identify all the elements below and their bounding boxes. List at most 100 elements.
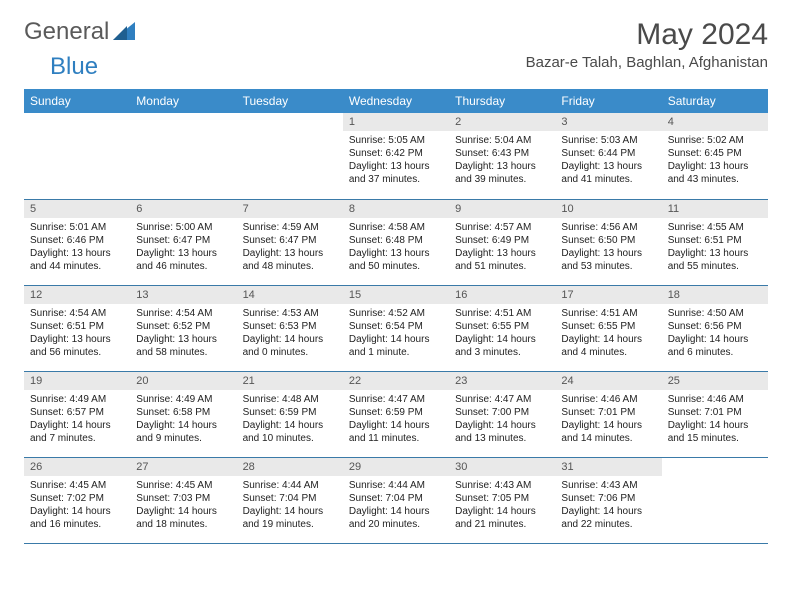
day-line: Daylight: 13 hours (561, 247, 655, 260)
day-line: Sunset: 6:54 PM (349, 320, 443, 333)
day-number: 11 (662, 200, 768, 218)
day-number: 2 (449, 113, 555, 131)
day-line: Sunset: 6:48 PM (349, 234, 443, 247)
day-number: 5 (24, 200, 130, 218)
day-line: Sunrise: 5:00 AM (136, 221, 230, 234)
day-line: Sunrise: 4:54 AM (136, 307, 230, 320)
calendar-cell (130, 113, 236, 199)
calendar-body: 1Sunrise: 5:05 AMSunset: 6:42 PMDaylight… (24, 113, 768, 543)
day-content: Sunrise: 4:45 AMSunset: 7:03 PMDaylight:… (130, 476, 236, 535)
day-line: Daylight: 14 hours (30, 505, 124, 518)
day-number: 4 (662, 113, 768, 131)
day-line: and 41 minutes. (561, 173, 655, 186)
day-line: Daylight: 14 hours (349, 333, 443, 346)
day-content: Sunrise: 4:54 AMSunset: 6:51 PMDaylight:… (24, 304, 130, 363)
day-line: Daylight: 13 hours (349, 247, 443, 260)
day-line: and 16 minutes. (30, 518, 124, 531)
day-line: and 48 minutes. (243, 260, 337, 273)
day-line: Sunset: 6:45 PM (668, 147, 762, 160)
day-content: Sunrise: 5:02 AMSunset: 6:45 PMDaylight:… (662, 131, 768, 190)
weekday-header: Friday (555, 89, 661, 113)
day-content: Sunrise: 4:49 AMSunset: 6:57 PMDaylight:… (24, 390, 130, 449)
day-content: Sunrise: 4:58 AMSunset: 6:48 PMDaylight:… (343, 218, 449, 277)
day-line: Sunset: 7:01 PM (668, 406, 762, 419)
day-line: Daylight: 14 hours (136, 419, 230, 432)
calendar-cell: 20Sunrise: 4:49 AMSunset: 6:58 PMDayligh… (130, 371, 236, 457)
day-number: 22 (343, 372, 449, 390)
weekday-header: Wednesday (343, 89, 449, 113)
day-line: Sunset: 6:55 PM (455, 320, 549, 333)
day-line: Sunset: 6:47 PM (136, 234, 230, 247)
day-line: Sunrise: 4:55 AM (668, 221, 762, 234)
day-number: 20 (130, 372, 236, 390)
day-content: Sunrise: 4:49 AMSunset: 6:58 PMDaylight:… (130, 390, 236, 449)
day-content: Sunrise: 4:45 AMSunset: 7:02 PMDaylight:… (24, 476, 130, 535)
day-line: Sunrise: 4:58 AM (349, 221, 443, 234)
day-number: 15 (343, 286, 449, 304)
calendar-week-row: 12Sunrise: 4:54 AMSunset: 6:51 PMDayligh… (24, 285, 768, 371)
calendar-cell: 5Sunrise: 5:01 AMSunset: 6:46 PMDaylight… (24, 199, 130, 285)
calendar-table: SundayMondayTuesdayWednesdayThursdayFrid… (24, 89, 768, 544)
calendar-cell: 24Sunrise: 4:46 AMSunset: 7:01 PMDayligh… (555, 371, 661, 457)
day-line: Sunrise: 4:45 AM (136, 479, 230, 492)
location-text: Bazar-e Talah, Baghlan, Afghanistan (526, 54, 768, 71)
day-line: and 39 minutes. (455, 173, 549, 186)
day-line: and 21 minutes. (455, 518, 549, 531)
calendar-week-row: 26Sunrise: 4:45 AMSunset: 7:02 PMDayligh… (24, 457, 768, 543)
day-line: and 14 minutes. (561, 432, 655, 445)
day-number: 7 (237, 200, 343, 218)
calendar-cell: 30Sunrise: 4:43 AMSunset: 7:05 PMDayligh… (449, 457, 555, 543)
day-line: Sunrise: 4:44 AM (349, 479, 443, 492)
day-line: Sunset: 6:49 PM (455, 234, 549, 247)
calendar-cell: 23Sunrise: 4:47 AMSunset: 7:00 PMDayligh… (449, 371, 555, 457)
day-line: and 9 minutes. (136, 432, 230, 445)
calendar-cell: 7Sunrise: 4:59 AMSunset: 6:47 PMDaylight… (237, 199, 343, 285)
calendar-cell: 19Sunrise: 4:49 AMSunset: 6:57 PMDayligh… (24, 371, 130, 457)
calendar-cell: 18Sunrise: 4:50 AMSunset: 6:56 PMDayligh… (662, 285, 768, 371)
day-line: Daylight: 13 hours (668, 247, 762, 260)
day-line: and 53 minutes. (561, 260, 655, 273)
day-number: 31 (555, 458, 661, 476)
calendar-cell: 1Sunrise: 5:05 AMSunset: 6:42 PMDaylight… (343, 113, 449, 199)
day-line: Sunrise: 4:54 AM (30, 307, 124, 320)
day-line: Sunrise: 4:46 AM (561, 393, 655, 406)
day-line: Sunrise: 4:53 AM (243, 307, 337, 320)
day-line: Daylight: 13 hours (30, 247, 124, 260)
weekday-header: Thursday (449, 89, 555, 113)
day-line: Daylight: 14 hours (349, 505, 443, 518)
weekday-header: Saturday (662, 89, 768, 113)
day-line: Sunrise: 4:47 AM (455, 393, 549, 406)
day-line: Daylight: 13 hours (561, 160, 655, 173)
day-line: Sunrise: 4:44 AM (243, 479, 337, 492)
day-line: Sunset: 7:02 PM (30, 492, 124, 505)
calendar-cell: 11Sunrise: 4:55 AMSunset: 6:51 PMDayligh… (662, 199, 768, 285)
day-number: 10 (555, 200, 661, 218)
day-line: Daylight: 13 hours (30, 333, 124, 346)
day-number: 14 (237, 286, 343, 304)
day-line: Daylight: 14 hours (30, 419, 124, 432)
day-line: Daylight: 14 hours (561, 419, 655, 432)
day-content: Sunrise: 5:01 AMSunset: 6:46 PMDaylight:… (24, 218, 130, 277)
day-line: and 43 minutes. (668, 173, 762, 186)
day-content: Sunrise: 4:44 AMSunset: 7:04 PMDaylight:… (343, 476, 449, 535)
logo: General (24, 18, 137, 46)
day-line: Sunrise: 5:01 AM (30, 221, 124, 234)
title-block: May 2024 Bazar-e Talah, Baghlan, Afghani… (526, 18, 768, 71)
day-line: Sunrise: 4:52 AM (349, 307, 443, 320)
day-line: Sunset: 6:58 PM (136, 406, 230, 419)
day-line: Sunrise: 4:43 AM (455, 479, 549, 492)
calendar-cell: 31Sunrise: 4:43 AMSunset: 7:06 PMDayligh… (555, 457, 661, 543)
day-line: Daylight: 14 hours (349, 419, 443, 432)
day-line: Sunset: 6:47 PM (243, 234, 337, 247)
calendar-cell: 27Sunrise: 4:45 AMSunset: 7:03 PMDayligh… (130, 457, 236, 543)
day-line: and 10 minutes. (243, 432, 337, 445)
day-line: Sunset: 7:01 PM (561, 406, 655, 419)
day-line: Daylight: 14 hours (455, 505, 549, 518)
day-content: Sunrise: 4:46 AMSunset: 7:01 PMDaylight:… (555, 390, 661, 449)
day-line: Sunrise: 4:43 AM (561, 479, 655, 492)
day-line: Sunrise: 4:49 AM (136, 393, 230, 406)
day-line: Daylight: 13 hours (668, 160, 762, 173)
day-line: and 15 minutes. (668, 432, 762, 445)
day-content: Sunrise: 4:53 AMSunset: 6:53 PMDaylight:… (237, 304, 343, 363)
calendar-cell: 26Sunrise: 4:45 AMSunset: 7:02 PMDayligh… (24, 457, 130, 543)
